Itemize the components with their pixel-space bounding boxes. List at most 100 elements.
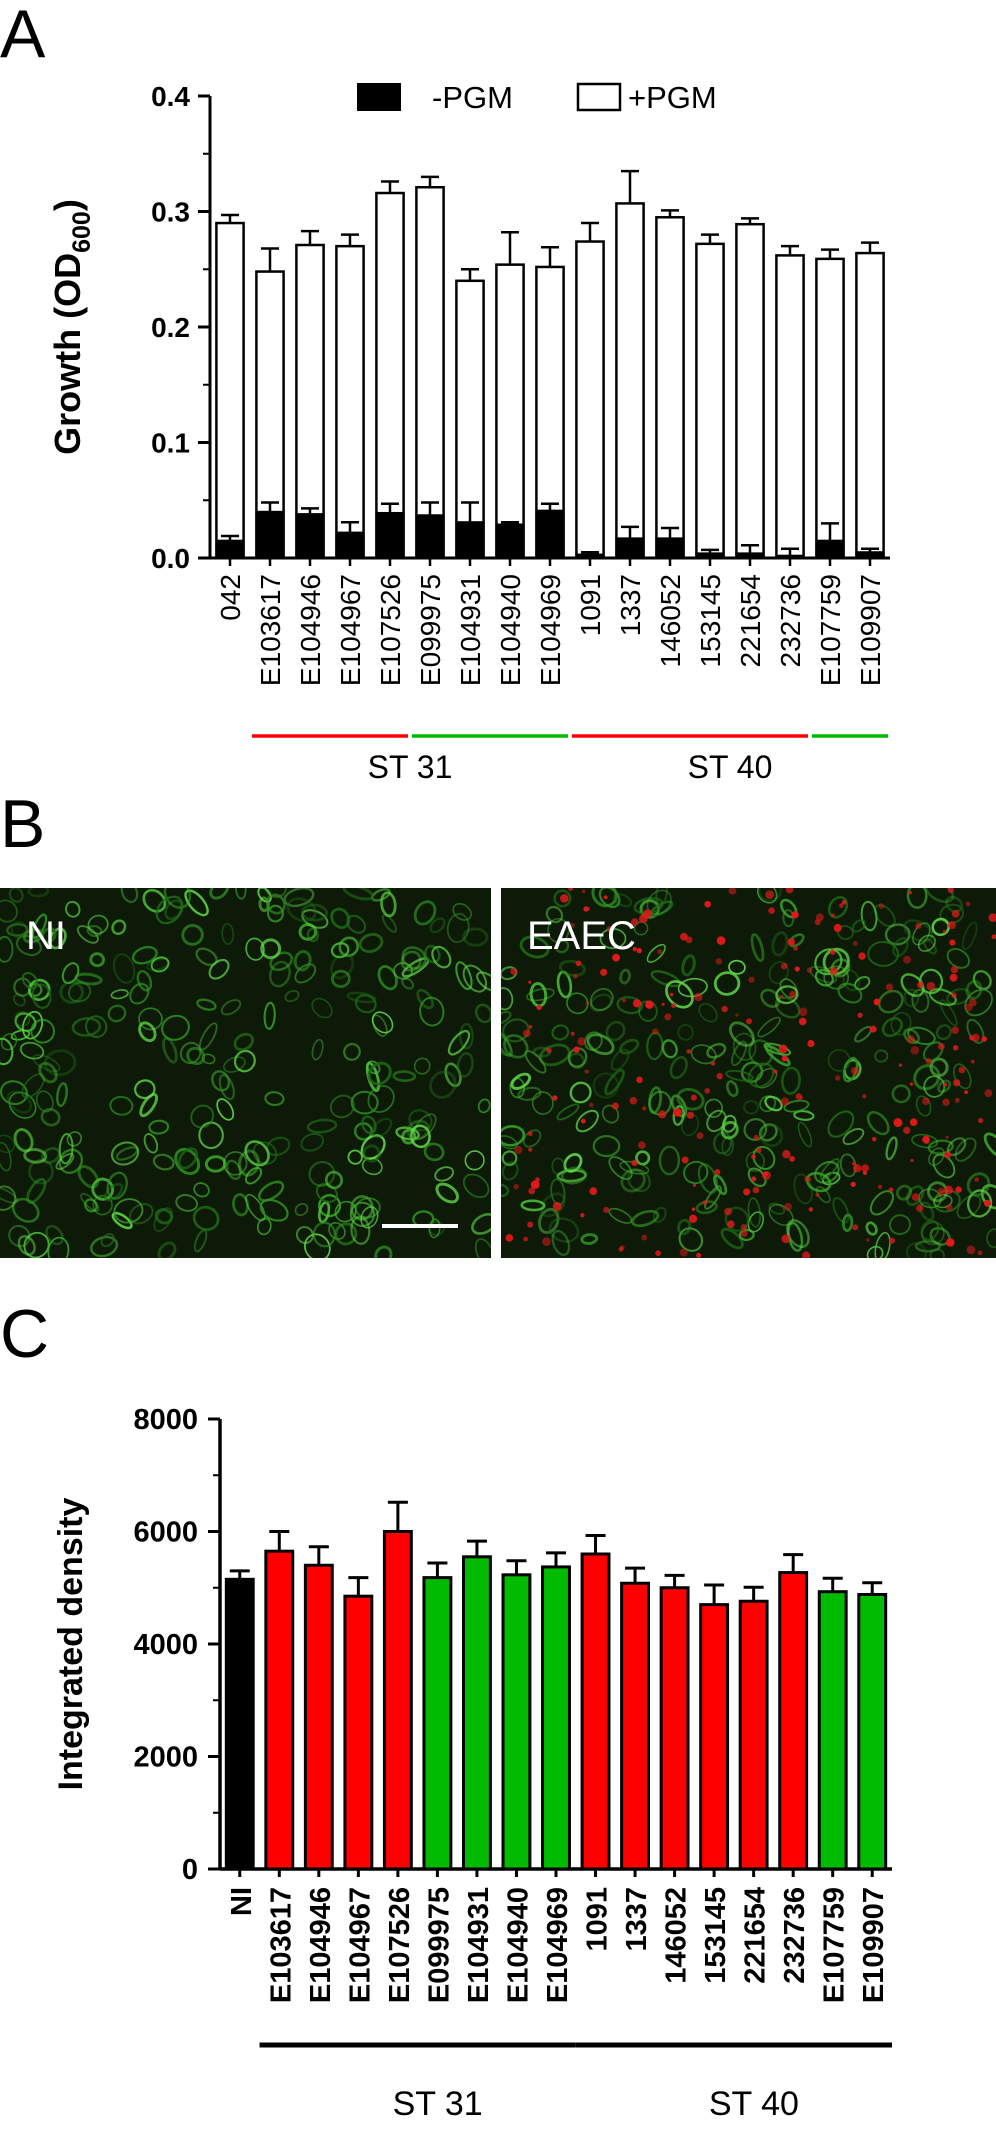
cell-outline <box>556 1103 580 1121</box>
bacteria-spot <box>630 918 639 926</box>
cell-outline <box>92 1194 113 1216</box>
cell-outline <box>10 1029 31 1041</box>
bacteria-spot <box>568 888 573 891</box>
cell-outline <box>851 919 866 933</box>
cell-outline <box>937 1079 952 1094</box>
cell-outline <box>793 1110 815 1121</box>
y-tick-label: 0.2 <box>151 312 190 343</box>
cell-outline <box>747 1167 767 1188</box>
cell-outline <box>45 1224 64 1246</box>
cell-outline <box>914 1240 942 1253</box>
cell-outline <box>732 1032 757 1061</box>
cell-outline <box>136 970 153 992</box>
cell-outline <box>520 1199 546 1212</box>
bacteria-spot <box>850 1181 856 1188</box>
cell-outline <box>30 1018 55 1044</box>
cell-outline <box>38 1061 58 1084</box>
panel-letter-b: B <box>0 786 46 862</box>
cell-outline <box>819 1158 840 1181</box>
cell-outline <box>972 970 992 991</box>
y-tick-label: 8000 <box>133 1404 198 1436</box>
cell-outline <box>780 1066 801 1095</box>
bacteria-spot <box>869 1025 877 1033</box>
cell-outline <box>915 1095 932 1117</box>
bacteria-spot <box>784 1202 792 1211</box>
cell-outline <box>89 952 106 968</box>
cell-outline <box>293 950 312 972</box>
bacteria-spot <box>841 899 847 905</box>
cell-outline <box>264 888 287 899</box>
x-tick-label: E104940 <box>502 1887 534 2003</box>
cell-outline <box>419 996 445 1027</box>
cell-outline <box>234 888 247 900</box>
cell-outline <box>195 947 218 967</box>
bacteria-spot <box>724 1207 733 1216</box>
cell-outline <box>713 1174 728 1196</box>
bar <box>343 1594 374 1871</box>
bacteria-spot <box>944 1151 952 1159</box>
cell-outline <box>661 1039 678 1059</box>
cell-outline <box>40 1107 61 1127</box>
cell-outline <box>244 1140 270 1167</box>
bacteria-spot <box>831 913 836 918</box>
bar-minus-pgm <box>335 531 365 560</box>
cell-outline <box>704 1185 722 1210</box>
bacteria-spot <box>937 1187 946 1196</box>
bacteria-spot <box>951 909 960 918</box>
growth-chart: 0.0 0.1 0.2 0.3 0.4 Growth (OD600) 042 E103617 E… <box>47 80 890 785</box>
cell-outline <box>510 1072 532 1090</box>
bacteria-spot <box>751 1176 757 1182</box>
cell-outline <box>152 1153 175 1171</box>
cell-outline <box>377 965 398 991</box>
cell-outline <box>120 888 139 904</box>
cell-outline <box>980 1184 996 1210</box>
bacteria-spot <box>523 1236 528 1242</box>
x-tick-label: E103617 <box>265 1887 297 2003</box>
bacteria-spot <box>851 1162 856 1166</box>
cell-outline <box>260 938 282 960</box>
bacteria-spot <box>852 1224 859 1231</box>
cell-outline <box>355 1197 381 1219</box>
bacteria-spot <box>981 1036 988 1042</box>
x-tick-label: E104967 <box>344 1887 376 2003</box>
bacteria-spot <box>735 1013 739 1017</box>
bar <box>738 1599 769 1871</box>
bacteria-spot <box>898 1063 903 1067</box>
cell-outline <box>501 1125 526 1147</box>
cell-outline <box>311 997 333 1019</box>
cell-outline <box>720 1227 744 1250</box>
cell-outline <box>783 1099 810 1113</box>
cell-outline <box>545 905 564 924</box>
cell-outline <box>706 1109 727 1133</box>
cell-outline <box>462 1173 490 1199</box>
cell-outline <box>181 923 204 946</box>
x-tick-label: 1091 <box>575 574 606 636</box>
cell-outline <box>669 1056 688 1080</box>
cell-outline <box>501 1029 513 1058</box>
cell-outline <box>334 1200 357 1223</box>
bacteria-spot <box>910 1158 914 1163</box>
cell-outline <box>827 1110 855 1138</box>
cell-outline <box>531 1091 554 1115</box>
cell-outline <box>462 927 489 947</box>
cell-outline <box>750 933 765 963</box>
cell-outline <box>300 903 329 922</box>
bar-minus-pgm <box>455 521 485 560</box>
cell-outline <box>331 969 351 989</box>
cell-outline <box>0 1141 12 1172</box>
cell-outline <box>474 1003 491 1024</box>
cell-outline <box>374 1245 393 1258</box>
bacteria-spot <box>573 973 578 979</box>
bacteria-spot <box>798 1017 807 1026</box>
bacteria-spot <box>752 1186 760 1194</box>
bar-minus-pgm <box>255 510 285 559</box>
bacteria-spot <box>657 949 663 955</box>
cell-outline <box>519 935 550 959</box>
cell-outline <box>740 1061 764 1083</box>
cell-outline <box>179 1041 202 1065</box>
bacteria-spot <box>917 981 924 989</box>
cell-outline <box>400 950 422 972</box>
bacteria-spot <box>781 1055 788 1062</box>
bacteria-spot <box>906 1035 916 1044</box>
cell-outline <box>683 1160 709 1185</box>
